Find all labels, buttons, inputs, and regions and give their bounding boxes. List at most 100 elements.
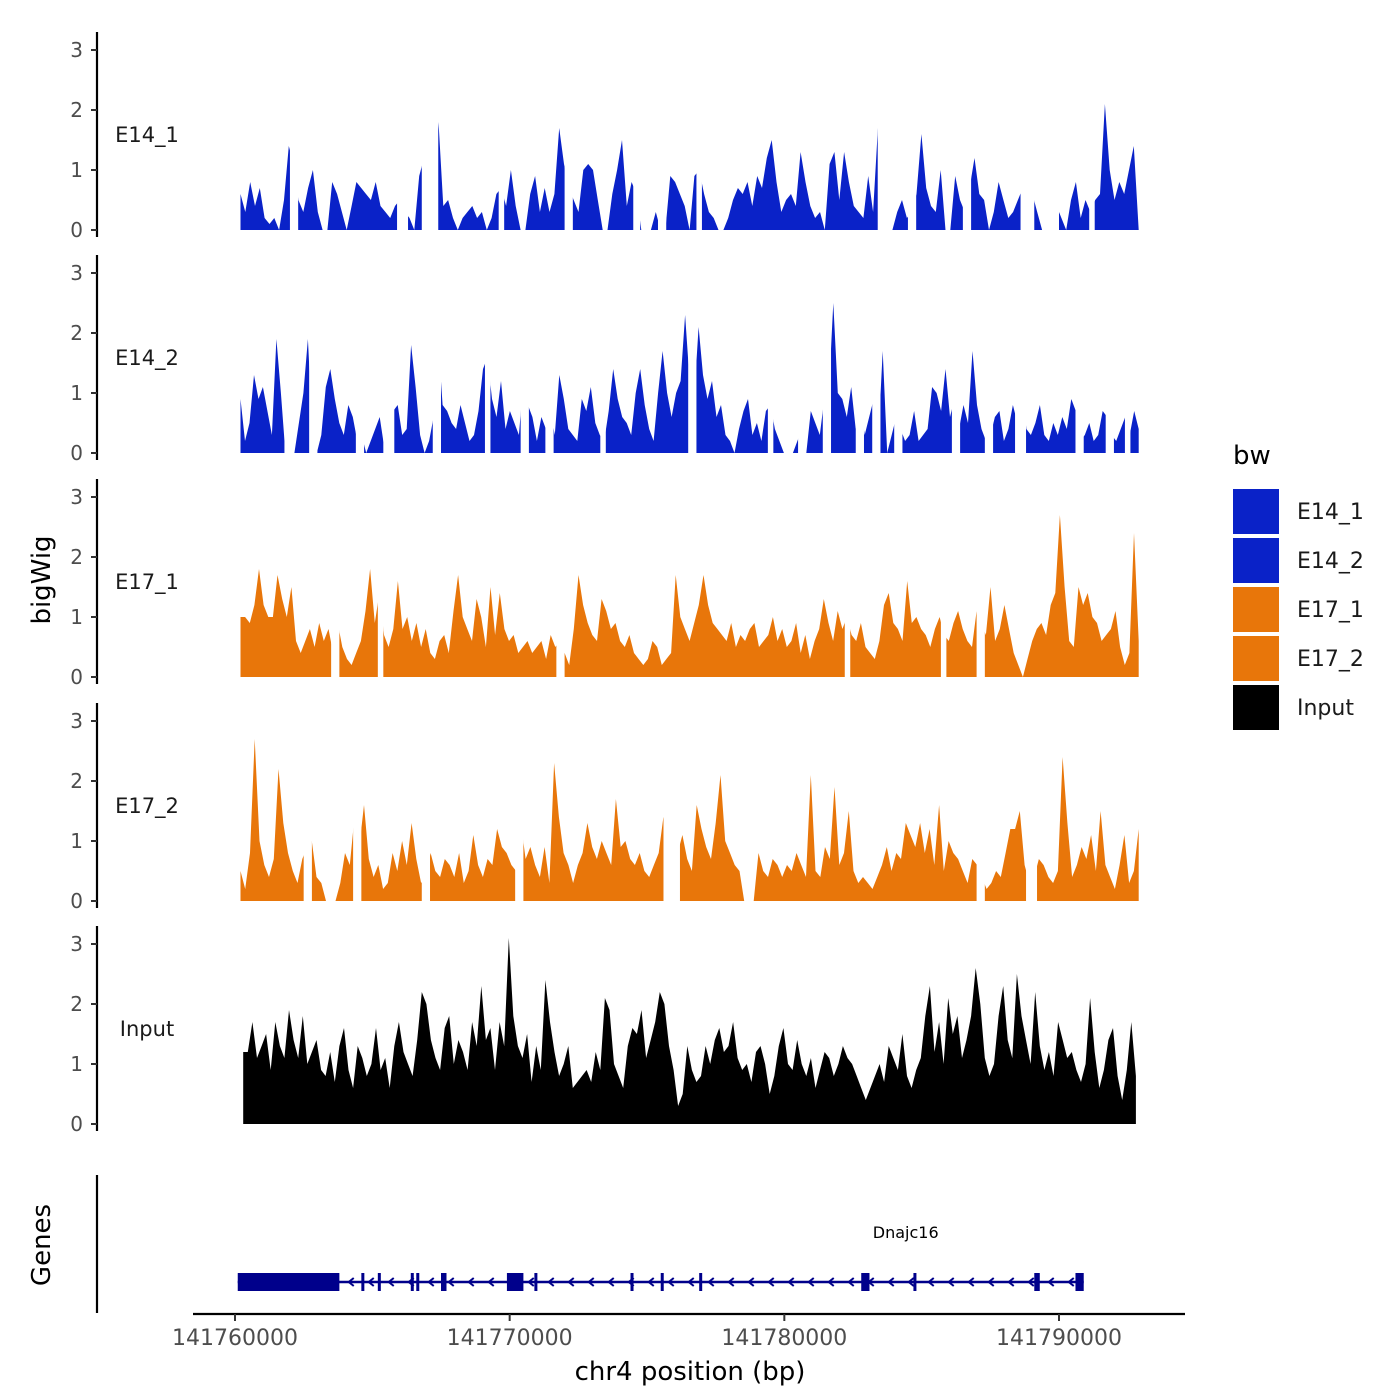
coverage-gap [696,30,702,231]
coverage-gap [309,253,318,454]
coverage-gap [940,477,947,678]
strand-arrow [427,1277,435,1287]
gene-exon [237,1273,340,1291]
legend-label: E17_2 [1297,647,1364,672]
coverage-gap [498,30,505,231]
legend-swatch [1233,587,1279,632]
coverage-gap [432,253,441,454]
legend-label: E14_1 [1297,500,1364,525]
y-tick-label: 2 [70,98,83,122]
strand-arrow [1047,1277,1055,1287]
x-tick-label: 141760000 [172,1326,298,1351]
strand-arrow [767,1277,775,1287]
coverage-gap [907,30,917,231]
y-tick-label: 2 [70,545,83,569]
gene-exon [361,1273,365,1291]
coverage-gap [383,253,395,454]
y-tick-label: 1 [70,381,83,405]
coverage-gap [284,253,293,454]
track-label: E14_1 [115,123,179,148]
signal-area-e17_1 [240,515,1139,677]
coverage-gap [767,253,774,454]
y-tick-label: 3 [70,261,83,285]
coverage-gap [421,30,439,231]
strand-arrow [967,1277,975,1287]
tracks-layer: 0 1 2 3 E14_1 0 1 2 3 E14_2 0 1 2 3 E17_1 0 1 2 3 E17_2 0 1 2 3… [70,30,1139,1136]
y-tick-label: 2 [70,321,83,345]
strand-arrow [827,1277,835,1287]
coverage-gap [397,30,409,231]
signal-area-e17_2 [240,739,1139,901]
strand-arrow [467,1277,475,1287]
coverage-gap [962,30,972,231]
coverage-gap [984,253,994,454]
coverage-gap [877,30,892,231]
legend-swatch [1233,685,1279,730]
genes-layer: Dnajc16 [95,1175,1084,1313]
legend: bw E14_1 E14_2 E17_1 E17_2 Input [1233,441,1364,730]
coverage-gap [556,477,565,678]
coverage-gap [894,253,903,454]
coverage-gap [688,253,697,454]
strand-arrow [727,1277,735,1287]
y-axis-title: bigWig [27,535,57,624]
strand-arrow [1007,1277,1015,1287]
track-label: E17_2 [115,794,179,819]
strand-arrow [607,1277,615,1287]
coverage-gap [520,253,529,454]
gene-exon [861,1273,870,1291]
coverage-gap [289,30,299,231]
y-tick-label: 2 [70,769,83,793]
gene-exon [699,1273,703,1291]
coverage-gap [600,253,606,454]
coverage-gap [377,477,384,678]
strand-arrow [987,1277,995,1287]
strand-arrow [527,1277,535,1287]
track-panel-e14_2: 0 1 2 3 E14_2 [70,253,1139,465]
strand-arrow [487,1277,495,1287]
strand-arrow [567,1277,575,1287]
y-tick-label: 0 [70,665,83,689]
strand-arrow [347,1277,355,1287]
coverage-gap [1089,30,1095,231]
strand-arrow [687,1277,695,1287]
coverage-gap [484,253,491,454]
y-tick-label: 1 [70,1052,83,1076]
y-tick-label: 3 [70,932,83,956]
gene-exon [660,1273,664,1291]
strand-arrow [947,1277,955,1287]
gene-exon [534,1273,538,1291]
gene-label: Dnajc16 [873,1223,939,1242]
y-tick-label: 1 [70,605,83,629]
x-axis-title: chr4 position (bp) [575,1357,806,1387]
coverage-gap [545,253,554,454]
gene-exon [441,1273,447,1291]
y-tick-label: 3 [70,38,83,62]
track-panel-e17_1: 0 1 2 3 E17_1 [70,477,1139,689]
coverage-gap [976,701,985,902]
strand-arrow [747,1277,755,1287]
coverage-gap [872,253,881,454]
gene-exon [377,1273,381,1291]
y-tick-label: 0 [70,1112,83,1136]
strand-arrow [887,1277,895,1287]
gene-exon [1034,1273,1040,1291]
coverage-gap [1020,30,1035,231]
legend-label: Input [1297,696,1354,721]
y-tick-label: 1 [70,829,83,853]
strand-arrow [927,1277,935,1287]
coverage-gap [1075,253,1084,454]
strand-arrow [847,1277,855,1287]
coverage-gap [951,253,961,454]
legend-swatch [1233,538,1279,583]
coverage-gap [1050,30,1059,231]
coverage-gap [657,30,667,231]
gene-exon [416,1273,420,1291]
track-label: E14_2 [115,346,179,371]
y-tick-label: 0 [70,441,83,465]
coverage-gap [303,701,312,902]
y-tick-label: 0 [70,889,83,913]
strand-arrow [907,1277,915,1287]
coverage-gap [515,701,524,902]
gene-exon [1075,1273,1084,1291]
